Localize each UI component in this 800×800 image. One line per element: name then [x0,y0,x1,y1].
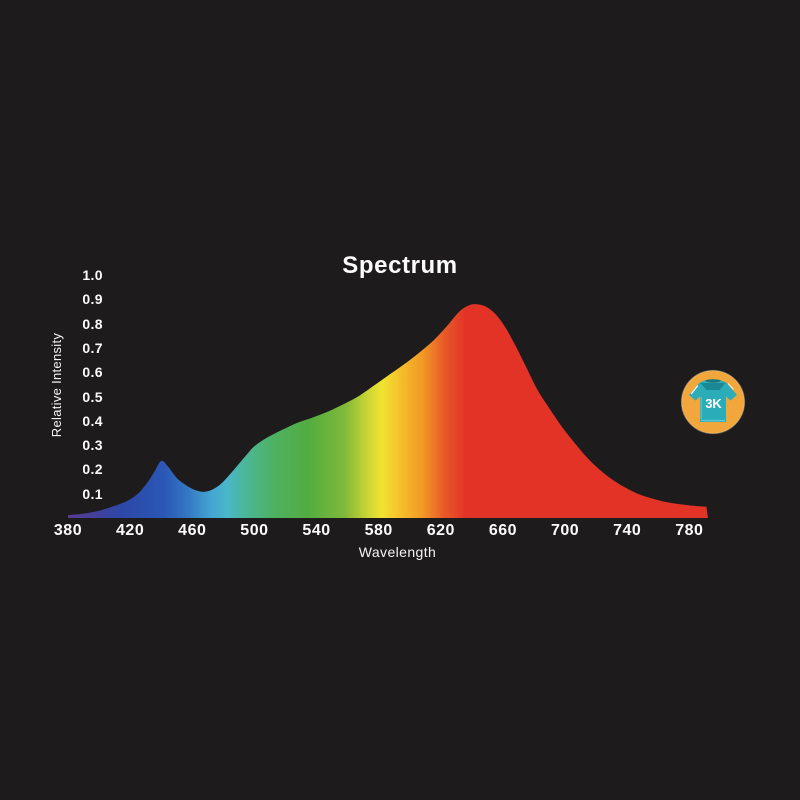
spectrum-area-curve [68,304,708,518]
x-axis-title: Wavelength [358,544,437,560]
y-tick-label: 0.4 [82,412,103,429]
y-tick-label: 1.0 [82,267,103,283]
y-tick-label: 0.1 [82,485,103,502]
y-tick-label: 0.9 [82,291,103,308]
sleeve-highlight-right [727,383,734,390]
x-tick-label: 420 [116,522,145,539]
sleeve-highlight-left [690,385,699,395]
y-tick-label: 0.7 [82,339,103,356]
t-shirt-body [689,380,737,422]
x-tick-label: 620 [426,522,455,539]
y-tick-label: 0.2 [82,461,103,478]
badge-label: 3K [705,396,722,411]
x-tick-label: 780 [675,522,704,539]
t-shirt-icon: 3K [680,369,746,435]
x-tick-label: 660 [488,522,518,539]
t-shirt-collar [705,379,721,383]
y-tick-label: 0.5 [82,388,103,405]
x-tick-label: 500 [240,522,269,539]
y-axis-title: Relative Intensity [49,332,64,438]
y-tick-label: 0.8 [82,315,103,332]
x-tick-label: 740 [613,522,642,539]
x-tick-label: 580 [364,522,393,539]
color-temperature-badge: 3K [680,369,746,435]
x-tick-label: 700 [550,522,580,539]
x-tick-label: 380 [53,522,83,539]
y-tick-label: 0.6 [82,364,103,381]
x-tick-label: 460 [178,522,207,539]
x-tick-label: 540 [302,522,331,539]
t-shirt-collar-shadow [700,383,726,390]
chart-title: Spectrum [342,252,458,279]
y-tick-label: 0.3 [82,437,103,454]
